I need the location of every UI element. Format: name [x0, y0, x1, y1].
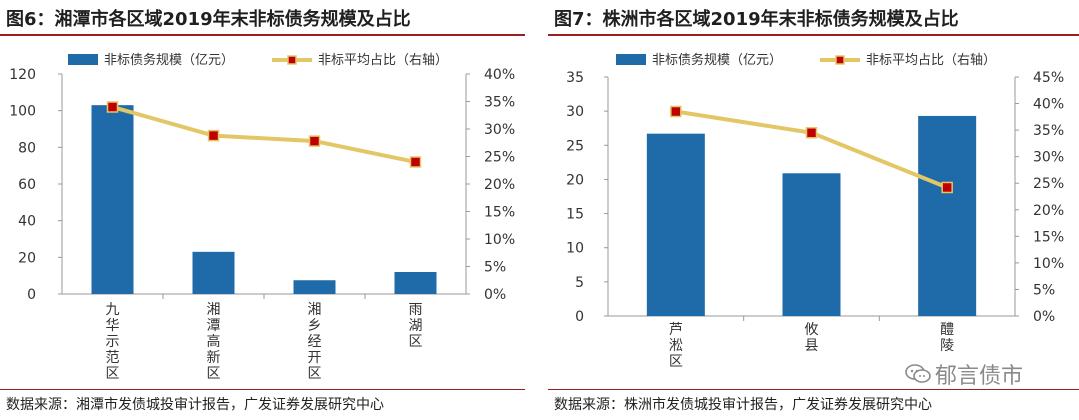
y-right-tick-label: 30%	[484, 122, 515, 138]
legend-line-marker	[835, 55, 845, 65]
x-category-label: 芦淞区	[669, 322, 683, 370]
source-note: 数据来源：湘潭市发债城投审计报告，广发证券发展研究中心	[6, 397, 384, 413]
y-right-tick-label: 30%	[1033, 150, 1064, 166]
bar-3	[394, 272, 437, 294]
chart-panel-xiangtan: 图6：湘潭市各区域2019年末非标债务规模及占比 非标债务规模（亿元） 非标平均占…	[0, 0, 525, 420]
y-left-tick-label: 80	[18, 140, 36, 156]
legend-bar-swatch	[616, 54, 646, 65]
line-series	[111, 105, 416, 164]
x-category-label: 醴陵	[940, 322, 954, 354]
y-right-tick-label: 35%	[1033, 123, 1064, 139]
y-left-tick-label: 30	[566, 104, 584, 120]
wechat-icon	[905, 363, 931, 391]
watermark: 郁言债市	[905, 358, 1023, 391]
y-right-tick-label: 45%	[1033, 70, 1064, 86]
legend-bar-label: 非标债务规模（亿元）	[104, 52, 234, 68]
legend-line-marker	[287, 55, 297, 65]
line-point-1	[207, 129, 220, 142]
watermark-text: 郁言债市	[935, 364, 1024, 389]
y-right-tick-label: 0%	[1033, 309, 1055, 325]
legend-line-label: 非标平均占比（右轴）	[866, 53, 996, 68]
y-left-tick-label: 20	[18, 250, 36, 266]
y-right-tick-label: 15%	[484, 205, 515, 221]
chart-zhuzhou: 非标债务规模（亿元） 非标平均占比（右轴） 0 5 10 15 20 25 30 35 0% 5% 10…	[566, 52, 1064, 370]
chart-xiangtan: 非标债务规模（亿元） 非标平均占比（右轴） 0 20 40 60 80 100 120 0% 5% 1…	[9, 52, 515, 382]
y-left-tick-label: 40	[18, 214, 36, 230]
y-right-tick-label: 0%	[484, 287, 506, 303]
line-point-1	[805, 127, 818, 139]
y-right-tick-label: 10%	[484, 232, 515, 248]
bar-1	[192, 251, 235, 294]
y-left-tick-label: 35	[566, 70, 584, 86]
y-left-tick-label: 0	[27, 287, 36, 303]
y-right-tick-label: 15%	[1033, 229, 1064, 245]
x-category-label: 湘乡经开区	[308, 302, 322, 382]
bar-1	[782, 173, 841, 316]
x-category-label: 湘潭高新区	[207, 302, 221, 382]
x-category-label: 九华示范区	[106, 302, 120, 382]
y-left-tick-label: 100	[9, 104, 36, 120]
y-right-tick-label: 35%	[484, 95, 515, 111]
y-right-tick-label: 10%	[1033, 256, 1064, 272]
y-left-tick-label: 120	[9, 67, 36, 83]
line-point-2	[941, 181, 953, 194]
y-left-tick-label: 5	[575, 275, 584, 291]
y-left-tick-label: 15	[566, 207, 584, 223]
source-rule	[548, 389, 1079, 390]
title-rule	[0, 34, 525, 36]
y-right-tick-label: 40%	[484, 67, 515, 83]
y-right-tick-label: 25%	[1033, 176, 1064, 192]
line-point-0	[106, 101, 119, 113]
chart-panel-zhuzhou: 图7：株洲市各区域2019年末非标债务规模及占比 非标债务规模（亿元） 非标平均占…	[548, 0, 1079, 420]
bar-0	[91, 105, 134, 295]
y-right-tick-label: 20%	[484, 177, 515, 193]
line-point-3	[409, 156, 422, 168]
x-category-label: 雨湖区	[409, 302, 423, 350]
bar-0	[646, 133, 705, 316]
legend-bar-swatch	[68, 54, 98, 65]
legend-bar-label: 非标债务规模（亿元）	[652, 52, 782, 68]
y-right-tick-label: 5%	[484, 260, 506, 276]
y-right-tick-label: 5%	[1033, 282, 1055, 298]
line-point-2	[308, 135, 321, 147]
chart-title: 图7：株洲市各区域2019年末非标债务规模及占比	[554, 9, 959, 30]
y-right-tick-label: 25%	[484, 150, 515, 166]
y-left-tick-label: 20	[566, 172, 584, 188]
y-right-tick-label: 40%	[1033, 97, 1064, 113]
y-left-tick-label: 0	[575, 309, 584, 325]
source-note: 数据来源：株洲市发债城投审计报告，广发证券发展研究中心	[554, 397, 932, 413]
bar-2	[293, 280, 336, 294]
y-left-tick-label: 25	[566, 138, 584, 154]
chart-title: 图6：湘潭市各区域2019年末非标债务规模及占比	[6, 9, 411, 30]
title-rule	[548, 34, 1079, 36]
y-right-tick-label: 20%	[1033, 203, 1064, 219]
source-rule	[0, 389, 525, 390]
line-point-0	[670, 105, 682, 118]
legend-line-label: 非标平均占比（右轴）	[318, 53, 448, 68]
bar-2	[918, 115, 977, 317]
y-left-tick-label: 10	[566, 241, 584, 257]
y-left-tick-label: 60	[18, 177, 36, 193]
x-category-label: 攸县	[805, 322, 819, 354]
